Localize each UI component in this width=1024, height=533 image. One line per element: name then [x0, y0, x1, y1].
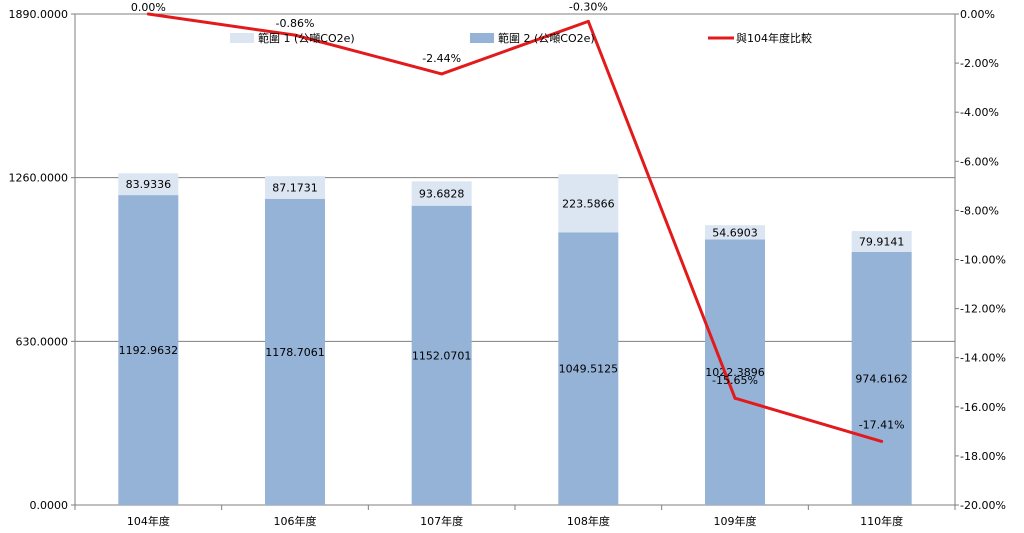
x-tick-label: 106年度 [274, 514, 317, 528]
data-label-scope1: 223.5866 [562, 197, 615, 210]
bar-scope2 [118, 195, 179, 506]
legend-swatch [470, 33, 494, 43]
y-right-tick-label: -10.00% [960, 254, 1006, 267]
bar-scope1 [705, 225, 765, 240]
y-right-tick-label: -12.00% [960, 303, 1006, 316]
y-right-tick-label: -14.00% [960, 352, 1006, 365]
data-label-scope2: 1178.7061 [265, 346, 325, 359]
x-tick-label: 110年度 [860, 514, 903, 528]
data-label-comparison: -15.65% [712, 374, 758, 387]
data-label-scope2: 1192.9632 [119, 344, 179, 357]
y-right-tick-label: 0.00% [960, 8, 995, 21]
line-point [293, 33, 297, 37]
data-label-scope1: 93.6828 [419, 188, 465, 201]
data-label-scope2: 1049.5125 [559, 363, 619, 376]
y-right-tick-label: -18.00% [960, 450, 1006, 463]
data-label-scope1: 54.6903 [712, 226, 758, 239]
bar-scope1 [558, 174, 619, 233]
y-left-tick-label: 1890.0000 [9, 8, 69, 21]
x-tick-label: 107年度 [420, 514, 463, 528]
data-label-comparison: -2.44% [422, 52, 461, 65]
data-label-comparison: -17.41% [859, 418, 905, 431]
bar-scope1 [851, 231, 912, 252]
bar-scope1 [118, 173, 179, 196]
bar-scope2 [851, 251, 912, 505]
series-line-comparison [148, 12, 883, 443]
line-point [733, 396, 737, 400]
y-left-tick-label: 630.0000 [16, 335, 69, 348]
line-point [586, 19, 590, 23]
y-right-tick-label: -4.00% [960, 106, 999, 119]
data-label-scope2: 974.6162 [855, 372, 908, 385]
bar-scope2 [411, 205, 472, 505]
y-right-tick-label: -6.00% [960, 155, 999, 168]
data-label-scope1: 87.1731 [272, 181, 318, 194]
bar-scope1 [411, 181, 472, 206]
bar-scope2 [265, 198, 325, 505]
line-point [880, 439, 884, 443]
x-tick-label: 109年度 [714, 514, 757, 528]
line-point [440, 72, 444, 76]
x-tick-label: 104年度 [127, 514, 170, 528]
legend-swatch [230, 33, 254, 43]
data-label-scope2: 1022.3896 [705, 366, 765, 379]
y-left-tick-label: 0.0000 [30, 499, 69, 512]
y-right-tick-label: -16.00% [960, 401, 1006, 414]
legend-label: 範圍 2 (公噸CO2e) [498, 31, 595, 45]
y-right-tick-label: -8.00% [960, 204, 999, 217]
data-label-comparison: 0.00% [131, 1, 166, 14]
legend-label: 與104年度比較 [736, 31, 812, 45]
legend-label: 範圍 1 (公噸CO2e) [258, 31, 355, 45]
data-label-comparison: -0.30% [569, 0, 608, 13]
data-label-comparison: -0.86% [276, 17, 315, 30]
x-tick-label: 108年度 [567, 514, 610, 528]
data-label-scope1: 79.9141 [859, 235, 905, 248]
y-left-tick-label: 1260.0000 [9, 172, 69, 185]
bar-scope2 [705, 239, 765, 505]
y-right-tick-label: -2.00% [960, 57, 999, 70]
bar-scope1 [265, 176, 325, 199]
data-label-scope2: 1152.0701 [412, 349, 472, 362]
bar-scope2 [558, 232, 619, 505]
data-label-scope1: 83.9336 [126, 178, 172, 191]
line-point [146, 12, 150, 16]
y-right-tick-label: -20.00% [960, 499, 1006, 512]
